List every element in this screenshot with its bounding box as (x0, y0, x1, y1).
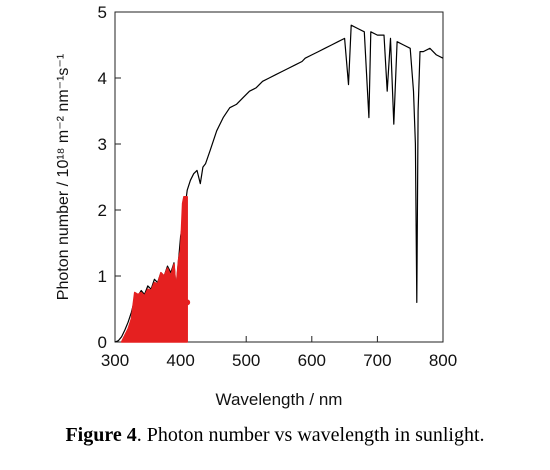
figure-caption-text: . Photon number vs wavelength in sunligh… (136, 424, 485, 446)
x-axis: 300 400 500 600 700 800 (101, 336, 457, 370)
x-tick-label: 500 (232, 351, 260, 370)
x-tick-label: 600 (298, 351, 326, 370)
figure-caption-label: Figure 4 (65, 424, 137, 446)
y-axis-label: Photon number / 10¹⁸ m⁻² nm⁻¹s⁻¹ (55, 54, 72, 300)
y-tick-label: 0 (98, 333, 107, 352)
figure-caption: Figure 4. Photon number vs wavelength in… (0, 424, 550, 447)
y-tick-label: 3 (98, 135, 107, 154)
x-tick-label: 300 (101, 351, 129, 370)
sunlight-spectrum-line (114, 24, 444, 343)
y-tick-label: 1 (98, 267, 107, 286)
x-tick-label: 400 (166, 351, 194, 370)
y-tick-label: 5 (98, 3, 107, 22)
plot-frame (114, 11, 444, 343)
y-tick-label: 2 (98, 201, 107, 220)
series-group (114, 24, 444, 343)
y-axis: 0 1 2 3 4 5 (98, 3, 121, 352)
x-axis-label: Wavelength / nm (216, 390, 343, 409)
red-series-marker (184, 299, 191, 306)
red-area-series (120, 196, 188, 343)
x-tick-label: 700 (363, 351, 391, 370)
y-tick-label: 4 (98, 69, 107, 88)
x-tick-label: 800 (429, 351, 457, 370)
